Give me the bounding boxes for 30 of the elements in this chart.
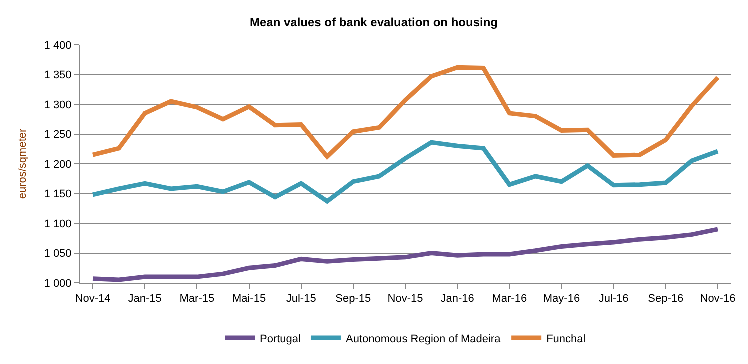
y-tick-label: 1 300 [44,99,72,112]
x-tick-label: Nov-16 [700,293,736,306]
x-tick-label: Sep-16 [648,293,684,306]
legend-label: Funchal [546,333,586,346]
x-tick-label: Mar-16 [492,293,528,306]
y-tick-label: 1 250 [44,129,72,142]
x-tick-label: Mai-15 [232,293,266,306]
x-tick-label: Jan-16 [440,293,474,306]
y-tick-label: 1 000 [44,278,72,290]
chart-title: Mean values of bank evaluation on housing [250,16,498,30]
y-tick-label: 1 400 [44,40,72,52]
line-series [90,65,720,160]
x-tick-label: Jul-15 [286,293,316,306]
x-tick-label: Nov-15 [388,293,424,306]
y-tick-label: 1 200 [44,158,72,171]
y-tick-label: 1 100 [44,218,72,230]
line-series [90,140,720,204]
legend-label: Portugal [260,333,301,346]
legend-label: Autonomous Region of Madeira [346,333,502,346]
x-tick-label: May-16 [543,293,580,306]
x-tick-label: Jul-16 [598,293,629,306]
x-tick-label: Mar-15 [180,293,215,306]
y-tick-label: 1 350 [44,70,72,82]
y-tick-label: 1 050 [44,248,72,260]
y-tick-label: 1 150 [44,188,72,201]
line-series [90,227,720,282]
y-axis-title: euros/sqmeter [16,128,29,200]
x-tick-label: Sep-15 [336,293,372,306]
x-tick-label: Nov-14 [75,293,111,306]
x-tick-label: Jan-15 [128,293,162,306]
